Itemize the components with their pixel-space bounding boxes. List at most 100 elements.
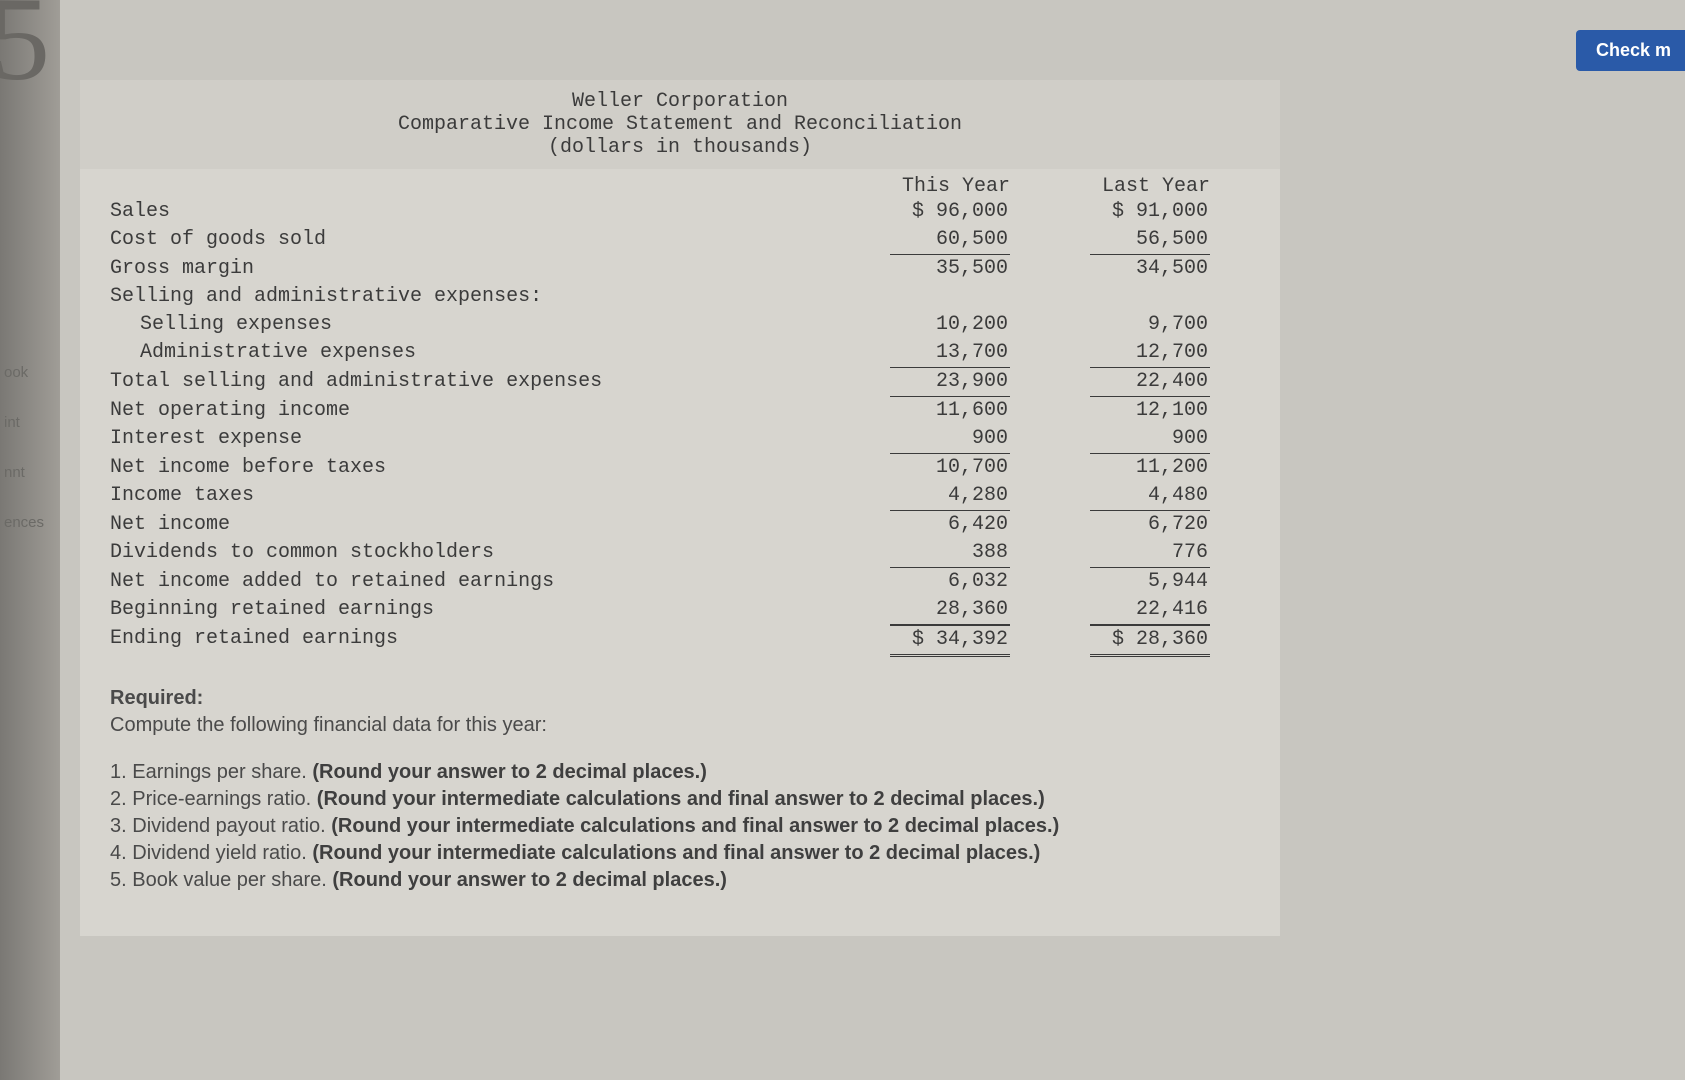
row-label: Net income before taxes — [110, 454, 810, 482]
row-label: Selling expenses — [110, 311, 810, 339]
nav-item-3[interactable]: ences — [0, 510, 52, 535]
col-this-year: This Year — [810, 175, 1010, 198]
row-label: Net income added to retained earnings — [110, 568, 810, 596]
required-item: 4. Dividend yield ratio. (Round your int… — [110, 842, 1250, 865]
row-this-year: 28,360 — [810, 596, 1010, 625]
required-instruction: Compute the following financial data for… — [110, 714, 1250, 737]
required-item-note: (Round your intermediate calculations an… — [317, 788, 1045, 810]
row-last-year: 11,200 — [1010, 454, 1210, 482]
row-label: Cost of goods sold — [110, 226, 810, 255]
table-row: Cost of goods sold60,50056,500 — [80, 226, 1280, 255]
row-this-year: 13,700 — [810, 339, 1010, 368]
row-this-year: 35,500 — [810, 255, 1010, 283]
table-row: Gross margin35,50034,500 — [80, 255, 1280, 283]
required-item-note: (Round your intermediate calculations an… — [331, 815, 1059, 837]
table-row: Selling expenses10,2009,700 — [80, 311, 1280, 339]
row-last-year: 4,480 — [1010, 482, 1210, 511]
row-this-year: 10,700 — [810, 454, 1010, 482]
check-my-work-button[interactable]: Check m — [1576, 30, 1685, 71]
row-last-year: 34,500 — [1010, 255, 1210, 283]
left-nav-rail: 5 — [0, 0, 60, 1080]
statement-title-units: (dollars in thousands) — [80, 136, 1280, 159]
row-label: Gross margin — [110, 255, 810, 283]
table-row: Dividends to common stockholders388776 — [80, 539, 1280, 568]
table-row: Administrative expenses13,70012,700 — [80, 339, 1280, 368]
row-this-year: $ 34,392 — [810, 625, 1010, 657]
row-label: Net income — [110, 511, 810, 539]
row-this-year: 4,280 — [810, 482, 1010, 511]
row-label: Income taxes — [110, 482, 810, 511]
row-this-year: 11,600 — [810, 397, 1010, 425]
table-row: Net income before taxes10,70011,200 — [80, 454, 1280, 482]
table-row: Selling and administrative expenses: — [80, 283, 1280, 311]
required-item-note: (Round your answer to 2 decimal places.) — [332, 869, 727, 891]
required-item-number: 1. — [110, 761, 132, 783]
row-label: Net operating income — [110, 397, 810, 425]
row-last-year: 22,416 — [1010, 596, 1210, 625]
row-this-year: 388 — [810, 539, 1010, 568]
column-headers: This Year Last Year — [80, 169, 1280, 198]
required-item-text: Price-earnings ratio. — [132, 788, 317, 810]
table-row: Net income6,4206,720 — [80, 511, 1280, 539]
required-item-number: 3. — [110, 815, 132, 837]
required-item-number: 2. — [110, 788, 132, 810]
row-last-year: 900 — [1010, 425, 1210, 454]
statement-title-name: Comparative Income Statement and Reconci… — [80, 113, 1280, 136]
table-row: Net income added to retained earnings6,0… — [80, 568, 1280, 596]
row-this-year: 6,420 — [810, 511, 1010, 539]
required-item-text: Dividend payout ratio. — [132, 815, 331, 837]
table-row: Beginning retained earnings28,36022,416 — [80, 596, 1280, 625]
row-last-year: $ 91,000 — [1010, 198, 1210, 226]
nav-item-0[interactable]: ook — [0, 360, 36, 385]
required-item: 3. Dividend payout ratio. (Round your in… — [110, 815, 1250, 838]
nav-item-1[interactable]: int — [0, 410, 28, 435]
required-item: 1. Earnings per share. (Round your answe… — [110, 761, 1250, 784]
row-label: Selling and administrative expenses: — [110, 283, 810, 311]
required-item-number: 4. — [110, 842, 132, 864]
row-label: Interest expense — [110, 425, 810, 454]
row-label: Ending retained earnings — [110, 625, 810, 657]
required-heading: Required: — [110, 687, 1250, 710]
row-last-year: 9,700 — [1010, 311, 1210, 339]
row-last-year: 776 — [1010, 539, 1210, 568]
row-label: Beginning retained earnings — [110, 596, 810, 625]
row-this-year: 10,200 — [810, 311, 1010, 339]
row-label: Dividends to common stockholders — [110, 539, 810, 568]
table-row: Total selling and administrative expense… — [80, 368, 1280, 397]
statement-header: Weller Corporation Comparative Income St… — [80, 80, 1280, 169]
statement-rows: Sales$ 96,000$ 91,000Cost of goods sold6… — [80, 198, 1280, 657]
statement-title-company: Weller Corporation — [80, 90, 1280, 113]
required-item-text: Dividend yield ratio. — [132, 842, 312, 864]
required-item: 5. Book value per share. (Round your ans… — [110, 869, 1250, 892]
row-last-year — [1010, 283, 1210, 311]
row-label: Sales — [110, 198, 810, 226]
check-button-label: Check m — [1596, 40, 1671, 60]
row-last-year: 56,500 — [1010, 226, 1210, 255]
row-this-year: 900 — [810, 425, 1010, 454]
table-row: Ending retained earnings$ 34,392$ 28,360 — [80, 625, 1280, 657]
required-item-note: (Round your intermediate calculations an… — [312, 842, 1040, 864]
row-this-year: 60,500 — [810, 226, 1010, 255]
row-last-year: $ 28,360 — [1010, 625, 1210, 657]
row-last-year: 5,944 — [1010, 568, 1210, 596]
required-item-text: Book value per share. — [132, 869, 332, 891]
row-label: Administrative expenses — [110, 339, 810, 368]
required-item-note: (Round your answer to 2 decimal places.) — [312, 761, 707, 783]
table-row: Interest expense900900 — [80, 425, 1280, 454]
table-row: Net operating income11,60012,100 — [80, 397, 1280, 425]
nav-item-2[interactable]: nnt — [0, 460, 33, 485]
chapter-number: 5 — [0, 0, 50, 108]
table-row: Sales$ 96,000$ 91,000 — [80, 198, 1280, 226]
row-this-year: 6,032 — [810, 568, 1010, 596]
row-last-year: 22,400 — [1010, 368, 1210, 397]
row-label: Total selling and administrative expense… — [110, 368, 810, 397]
row-last-year: 12,700 — [1010, 339, 1210, 368]
row-this-year: $ 96,000 — [810, 198, 1010, 226]
row-this-year — [810, 283, 1010, 311]
col-last-year: Last Year — [1010, 175, 1210, 198]
required-item: 2. Price-earnings ratio. (Round your int… — [110, 788, 1250, 811]
row-last-year: 12,100 — [1010, 397, 1210, 425]
table-row: Income taxes4,2804,480 — [80, 482, 1280, 511]
row-last-year: 6,720 — [1010, 511, 1210, 539]
required-section: Required: Compute the following financia… — [80, 657, 1280, 892]
